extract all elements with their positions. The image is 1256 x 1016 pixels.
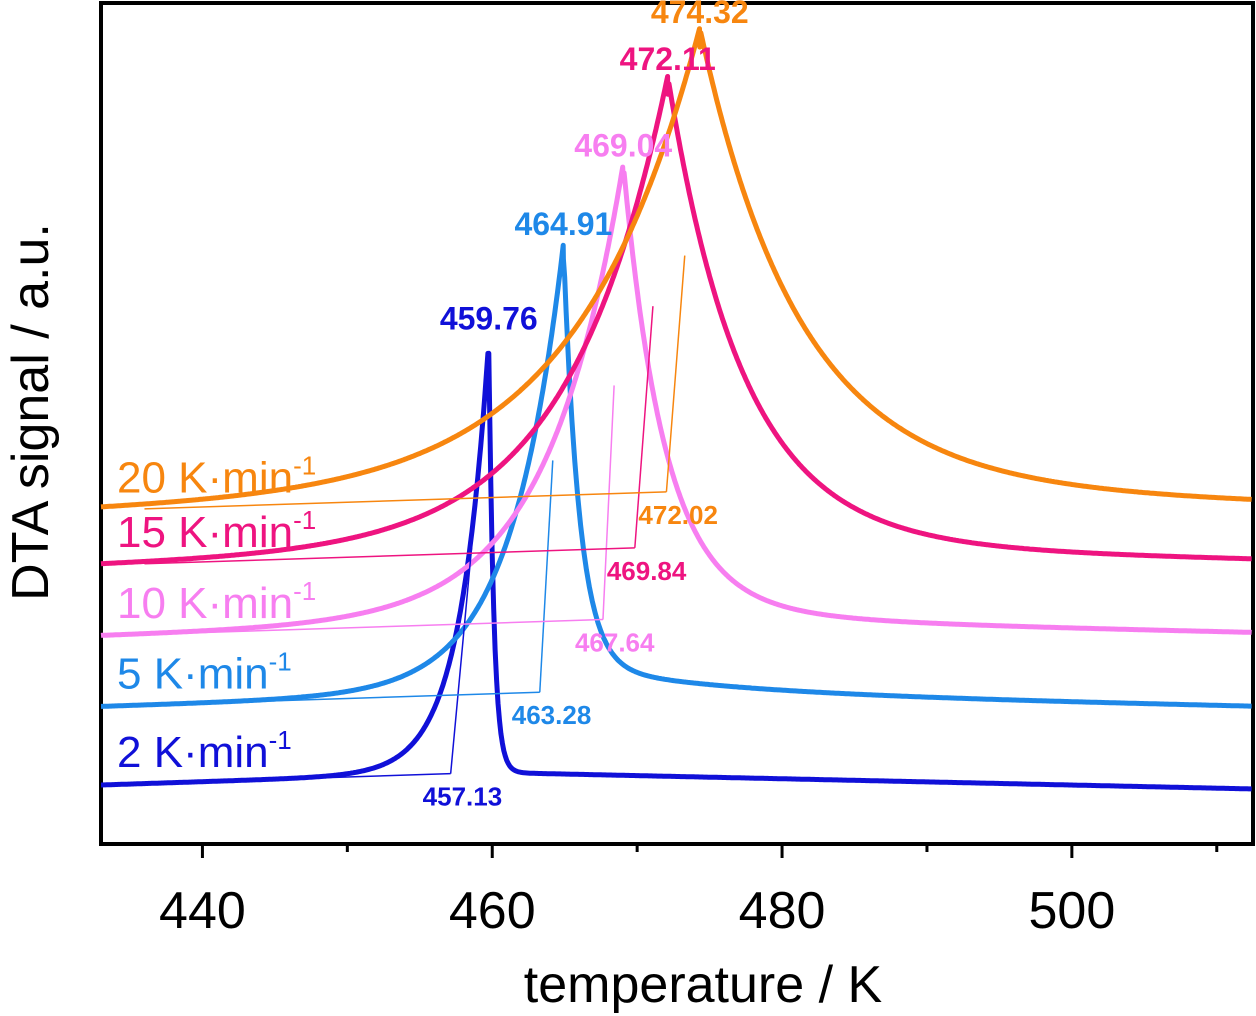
onset-baseline-line [144, 618, 603, 636]
y-axis-title: DTA signal / a.u. [2, 223, 60, 601]
x-tick-label: 480 [739, 882, 826, 940]
onset-baseline-line [144, 772, 451, 785]
onset-temperature-label: 469.84 [607, 556, 687, 586]
onset-construction-lines [144, 255, 686, 785]
series-labels: 457.13 459.76 2 K·min-1 463.28 464.91 5 K·min… [117, 0, 749, 812]
peak-temperature-label: 472.11 [620, 41, 716, 77]
dta-curve [99, 164, 1253, 638]
dta-curve [99, 26, 1253, 510]
peak-temperature-label: 464.91 [514, 206, 612, 242]
x-axis-ticks: 440 460 480 500 [159, 844, 1219, 940]
peak-temperature-label: 469.04 [574, 128, 672, 164]
x-tick-label: 440 [159, 882, 246, 940]
onset-baseline-line [144, 691, 540, 706]
series-curves [99, 26, 1253, 792]
heating-rate-label: 2 K·min-1 [117, 725, 292, 777]
dta-curve [99, 74, 1253, 567]
x-axis-title: temperature / K [524, 956, 883, 1014]
heating-rate-label: 15 K·min-1 [117, 505, 316, 557]
plot-frame [99, 1, 1255, 846]
onset-baseline-line [144, 491, 667, 510]
heating-rate-label: 5 K·min-1 [117, 647, 292, 699]
onset-tangent-line [634, 306, 654, 548]
onset-tangent-line [665, 255, 686, 492]
onset-temperature-label: 457.13 [423, 782, 503, 812]
dta-curve [99, 242, 1253, 709]
peak-temperature-label: 474.32 [651, 0, 749, 30]
onset-tangent-line [449, 547, 473, 774]
onset-temperature-label: 472.02 [638, 500, 718, 530]
peak-temperature-label: 459.76 [440, 300, 538, 336]
onset-baseline-line [144, 547, 635, 565]
onset-tangent-line [539, 460, 554, 693]
onset-tangent-line [602, 385, 615, 620]
onset-temperature-label: 467.64 [575, 628, 655, 658]
x-tick-label: 460 [449, 882, 536, 940]
onset-temperature-label: 463.28 [512, 700, 592, 730]
heating-rate-label: 10 K·min-1 [117, 576, 316, 628]
heating-rate-label: 20 K·min-1 [117, 450, 316, 502]
x-tick-label: 500 [1028, 882, 1115, 940]
